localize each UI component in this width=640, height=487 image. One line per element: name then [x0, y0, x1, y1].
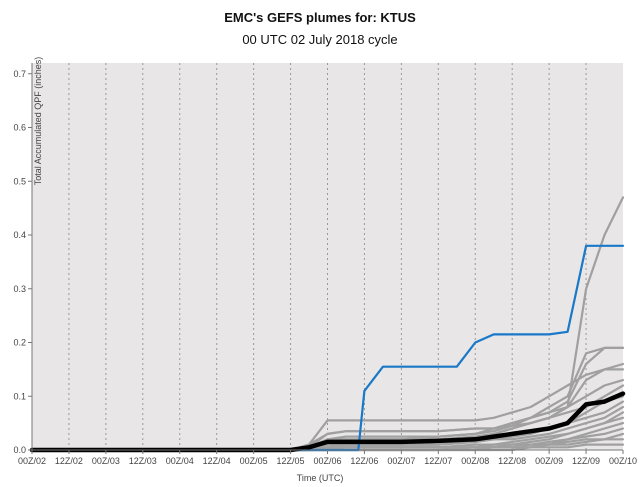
plot-area — [32, 63, 623, 450]
x-tick-label: 12Z/07 — [424, 456, 452, 466]
y-tick-label: 0.3 — [13, 284, 26, 294]
x-tick-label: 00Z/06 — [313, 456, 341, 466]
chart-subtitle: 00 UTC 02 July 2018 cycle — [242, 32, 397, 47]
y-tick-label: 0.0 — [13, 445, 26, 455]
x-tick-label: 00Z/05 — [240, 456, 268, 466]
x-tick-label: 00Z/02 — [18, 456, 46, 466]
x-axis-label: Time (UTC) — [297, 473, 344, 483]
y-tick-label: 0.6 — [13, 123, 26, 133]
y-tick-label: 0.4 — [13, 230, 26, 240]
x-tick-label: 12Z/08 — [498, 456, 526, 466]
x-tick-label: 12Z/03 — [129, 456, 157, 466]
x-tick-label: 00Z/07 — [387, 456, 415, 466]
y-tick-label: 0.7 — [13, 69, 26, 79]
x-tick-label: 12Z/06 — [350, 456, 378, 466]
y-axis-label: Total Accumulated QPF (inches) — [33, 57, 43, 186]
y-tick-label: 0.5 — [13, 176, 26, 186]
member-series-line — [30, 368, 625, 452]
x-tick-label: 12Z/05 — [277, 456, 305, 466]
y-tick-label: 0.2 — [13, 338, 26, 348]
x-tick-label: 00Z/08 — [461, 456, 489, 466]
x-tick-label: 12Z/02 — [55, 456, 83, 466]
x-tick-label: 12Z/04 — [203, 456, 231, 466]
y-tick-label: 0.1 — [13, 391, 26, 401]
x-tick-label: 00Z/03 — [92, 456, 120, 466]
x-tick-label: 00Z/09 — [535, 456, 563, 466]
axes: 0.0 0.1 0.2 0.3 0.4 0.5 0.6 0.7 00Z/02 12Z/02 00Z/… — [13, 63, 637, 466]
ensemble-mean-line — [29, 391, 626, 453]
x-tick-label: 12Z/09 — [572, 456, 600, 466]
x-tick-label: 00Z/10 — [609, 456, 637, 466]
x-tick-label: 00Z/04 — [166, 456, 194, 466]
chart-title: EMC's GEFS plumes for: KTUS — [224, 10, 416, 25]
